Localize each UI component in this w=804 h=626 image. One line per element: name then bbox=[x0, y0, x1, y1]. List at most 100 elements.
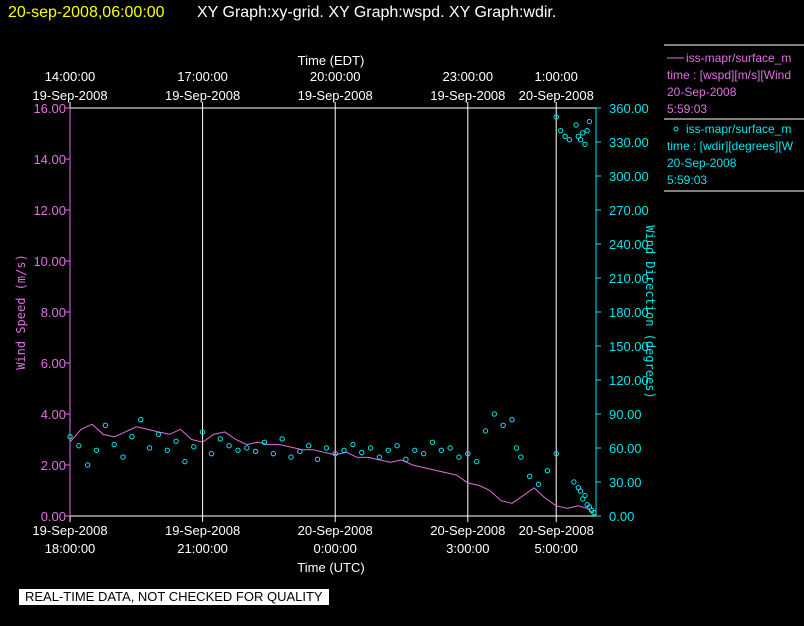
wind-direction-point bbox=[447, 445, 453, 451]
wind-direction-point bbox=[102, 422, 109, 429]
right-axis-title: Wind Direction (degrees) bbox=[643, 225, 657, 398]
wind-direction-point bbox=[553, 114, 559, 120]
wind-direction-point bbox=[562, 133, 568, 140]
wind-direction-point bbox=[226, 443, 232, 449]
header-graph-list: XY Graph:xy-grid. XY Graph:wspd. XY Grap… bbox=[197, 4, 556, 21]
left-tick-label: 10.00 bbox=[33, 254, 66, 269]
wind-direction-point bbox=[577, 137, 584, 143]
top-tick-date: 19-Sep-2008 bbox=[430, 88, 505, 103]
top-tick-date: 19-Sep-2008 bbox=[32, 88, 107, 103]
wind-direction-point bbox=[577, 488, 584, 494]
bottom-axis-ticks: 19-Sep-2008 18:00:00 19-Sep-2008 21:00:00 20… bbox=[32, 516, 594, 556]
right-axis-ticks: 0.00 30.00 60.00 90.00 120.00 150.00 180.00 210… bbox=[596, 101, 649, 524]
wind-direction-point bbox=[208, 450, 215, 457]
wind-direction-point bbox=[518, 454, 524, 460]
wind-direction-point bbox=[403, 456, 409, 463]
right-tick-label: 0.00 bbox=[609, 509, 634, 524]
right-tick-label: 90.00 bbox=[609, 407, 642, 422]
wind-direction-point bbox=[164, 447, 170, 453]
left-tick-label: 8.00 bbox=[41, 305, 66, 320]
right-tick-label: 120.00 bbox=[609, 373, 649, 388]
wind-direction-point bbox=[553, 450, 559, 457]
wind-direction-point bbox=[84, 462, 91, 468]
wind-direction-point bbox=[473, 458, 480, 465]
wind-direction-point bbox=[323, 445, 330, 451]
wind-direction-point bbox=[261, 439, 268, 446]
left-axis-ticks: 0.00 2.00 4.00 6.00 8.00 10.00 12.00 14.00 16.00 bbox=[33, 101, 70, 524]
wind-direction-point bbox=[252, 448, 259, 455]
wind-direction-point bbox=[314, 456, 321, 463]
wind-direction-point bbox=[279, 436, 285, 442]
wind-direction-point bbox=[191, 444, 197, 450]
wind-direction-point bbox=[385, 447, 391, 453]
wind-direction-point bbox=[217, 436, 223, 442]
bottom-tick-date: 20-Sep-2008 bbox=[430, 523, 505, 538]
bottom-tick-time: 18:00:00 bbox=[45, 541, 96, 556]
wind-direction-point bbox=[420, 450, 427, 457]
series-layer bbox=[67, 114, 597, 516]
wind-direction-point bbox=[288, 454, 294, 460]
bottom-tick-time: 21:00:00 bbox=[177, 541, 228, 556]
top-axis-title: Time (EDT) bbox=[298, 53, 365, 68]
wind-direction-point bbox=[526, 473, 533, 480]
left-tick-label: 2.00 bbox=[41, 458, 66, 473]
wind-direction-point bbox=[235, 447, 241, 453]
legend-direction-line3: 20-Sep-2008 bbox=[667, 156, 737, 170]
wind-direction-point bbox=[456, 454, 462, 460]
wind-direction-point bbox=[412, 447, 418, 453]
wind-direction-point bbox=[305, 443, 312, 449]
wind-direction-point bbox=[429, 439, 436, 446]
wind-direction-point bbox=[129, 433, 135, 440]
top-tick-time: 1:00:00 bbox=[535, 69, 578, 84]
wind-direction-point bbox=[367, 445, 374, 451]
wind-direction-point bbox=[93, 447, 100, 453]
legend-speed-line2: time : [wspd][m/s][Wind bbox=[667, 68, 791, 82]
wind-direction-point bbox=[557, 127, 564, 134]
wind-direction-point bbox=[582, 492, 588, 499]
wind-direction-point bbox=[482, 428, 489, 434]
wind-direction-point bbox=[591, 509, 597, 516]
wind-direction-point bbox=[270, 450, 277, 457]
right-tick-label: 60.00 bbox=[609, 441, 642, 456]
legend-speed-line1: iss-mapr/surface_m bbox=[686, 51, 791, 65]
wind-direction-point bbox=[120, 454, 126, 460]
wind-direction-point bbox=[584, 127, 590, 134]
wind-direction-point bbox=[199, 429, 206, 435]
top-tick-date: 20-Sep-2008 bbox=[519, 88, 594, 103]
wind-speed-line bbox=[69, 423, 595, 514]
right-tick-label: 270.00 bbox=[609, 203, 649, 218]
wind-direction-point bbox=[332, 450, 338, 457]
right-tick-label: 330.00 bbox=[609, 135, 649, 150]
bottom-tick-time: 3:00:00 bbox=[446, 541, 489, 556]
bottom-tick-time: 5:00:00 bbox=[535, 541, 578, 556]
wind-direction-point bbox=[350, 441, 356, 448]
grid-lines bbox=[202, 108, 557, 516]
wind-direction-point bbox=[182, 458, 188, 465]
right-tick-label: 300.00 bbox=[609, 169, 649, 184]
legend-direction-line4: 5:59:03 bbox=[667, 173, 707, 187]
bottom-tick-date: 19-Sep-2008 bbox=[32, 523, 107, 538]
top-tick-time: 23:00:00 bbox=[443, 69, 494, 84]
wind-direction-point bbox=[500, 422, 506, 429]
quality-warning-banner: REAL-TIME DATA, NOT CHECKED FOR QUALITY bbox=[19, 589, 329, 605]
legend-speed-line4: 5:59:03 bbox=[667, 102, 707, 116]
left-tick-label: 16.00 bbox=[33, 101, 66, 116]
wind-direction-point bbox=[297, 448, 303, 455]
wind-direction-point bbox=[341, 447, 347, 453]
wind-direction-point bbox=[438, 447, 444, 453]
bottom-tick-date: 19-Sep-2008 bbox=[165, 523, 240, 538]
right-tick-label: 150.00 bbox=[609, 339, 649, 354]
wind-direction-point bbox=[138, 416, 144, 423]
left-tick-label: 14.00 bbox=[33, 152, 66, 167]
wind-direction-point bbox=[244, 445, 250, 451]
wind-direction-point bbox=[509, 416, 515, 423]
wind-direction-point bbox=[173, 438, 179, 444]
legend-direction-line1: iss-mapr/surface_m bbox=[686, 122, 791, 136]
right-tick-label: 360.00 bbox=[609, 101, 649, 116]
wind-direction-point bbox=[573, 122, 579, 128]
wind-direction-point bbox=[67, 433, 73, 440]
top-axis-ticks: 14:00:00 19-Sep-2008 17:00:00 19-Sep-2008 20… bbox=[32, 69, 594, 108]
left-tick-label: 6.00 bbox=[41, 356, 66, 371]
right-tick-label: 180.00 bbox=[609, 305, 649, 320]
